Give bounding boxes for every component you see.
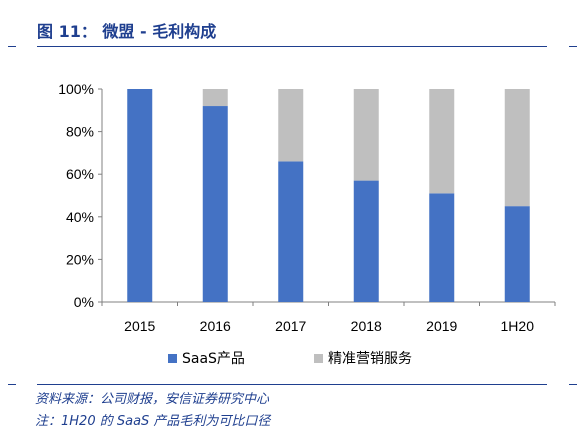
y-tick-label: 40% <box>66 209 94 225</box>
bar-service-1H20 <box>504 89 530 207</box>
legend-label-saas: SaaS产品 <box>182 351 245 367</box>
bar-saas-2016 <box>202 106 228 302</box>
footer-rule <box>37 384 547 385</box>
left-edge-mark <box>8 46 16 47</box>
bar-service-2016 <box>202 89 228 107</box>
bar-saas-2017 <box>278 161 304 302</box>
y-tick-label: 0% <box>74 294 94 310</box>
legend-service: 精准营销服务 <box>314 348 412 368</box>
legend-swatch-service <box>314 353 323 363</box>
legend-swatch-saas <box>168 353 177 363</box>
bar-service-2017 <box>278 89 304 162</box>
legend-label-service: 精准营销服务 <box>328 351 412 367</box>
footer-left-mark <box>8 384 16 385</box>
y-tick-label: 60% <box>66 166 94 182</box>
bar-service-2018 <box>353 89 379 181</box>
figure-title: 图 11： 微盟 - 毛利构成 <box>37 22 217 41</box>
x-tick-label: 2018 <box>351 318 382 334</box>
bar-saas-2019 <box>429 193 455 302</box>
title-underline <box>37 46 547 47</box>
footer-right-mark <box>569 384 577 385</box>
y-tick-label: 80% <box>66 124 94 140</box>
footnote: 注：1H20 的 SaaS 产品毛利为可比口径 <box>35 414 271 429</box>
x-tick-label: 2019 <box>426 318 457 334</box>
x-tick-label: 1H20 <box>501 318 535 334</box>
y-tick-label: 20% <box>66 251 94 267</box>
bar-saas-2018 <box>353 180 379 302</box>
legend-saas: SaaS产品 <box>168 348 245 368</box>
bar-saas-2015 <box>127 89 153 302</box>
y-tick-label: 100% <box>58 81 94 97</box>
stacked-bar-chart: 0% 20% 40% 60% 80% 100% 2015 2016 2017 2018 2019 1H… <box>58 81 556 334</box>
bar-service-2019 <box>429 89 455 194</box>
x-tick-label: 2015 <box>124 318 155 334</box>
source-note: 资料来源：公司财报，安信证券研究中心 <box>35 392 270 407</box>
x-tick-label: 2016 <box>200 318 231 334</box>
x-tick-label: 2017 <box>275 318 306 334</box>
right-edge-mark <box>569 46 577 47</box>
bar-saas-1H20 <box>504 206 530 302</box>
